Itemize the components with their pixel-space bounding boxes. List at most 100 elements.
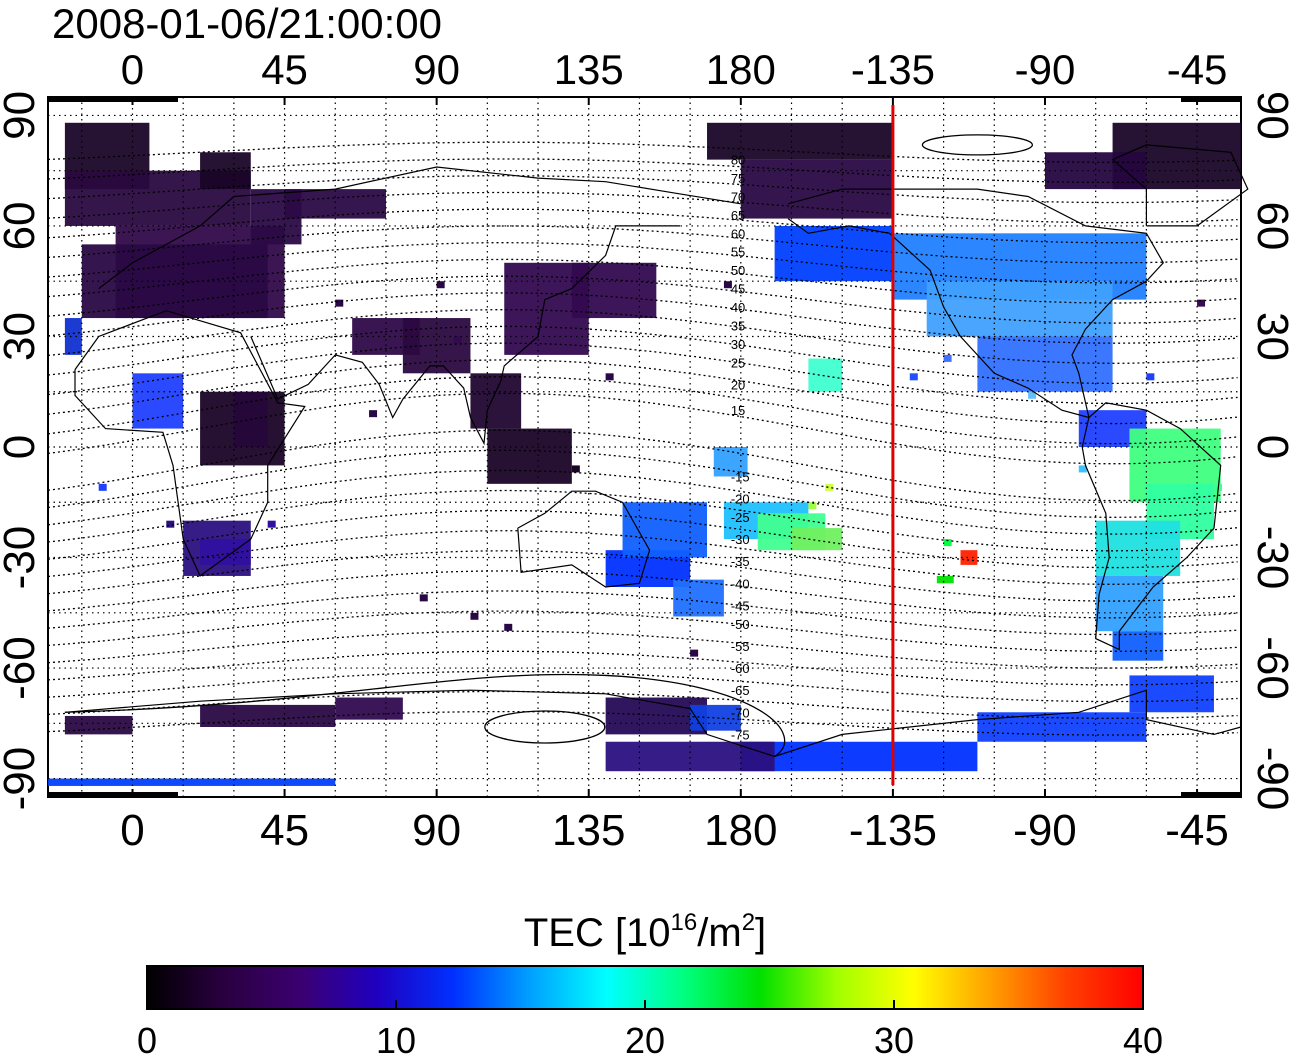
tec-pixel bbox=[943, 354, 952, 362]
contour-label: 30 bbox=[731, 337, 745, 352]
contour-label: 75 bbox=[731, 171, 745, 186]
mlat-contour bbox=[47, 258, 1238, 304]
contour-label: -20 bbox=[731, 492, 750, 507]
south-pole-oval bbox=[484, 710, 606, 744]
tec-pixel bbox=[605, 373, 614, 381]
tec-patch bbox=[1112, 631, 1164, 661]
north-pole-oval bbox=[921, 134, 1034, 156]
tec-pixel bbox=[909, 373, 918, 381]
colorbar: TEC [1016/m2] 0 10 20 30 40 bbox=[137, 909, 1163, 1057]
tec-patch bbox=[936, 575, 954, 584]
top-lon-tick-label: -90 bbox=[1015, 46, 1076, 93]
left-lat-tick-label: -30 bbox=[0, 526, 44, 590]
tec-pixel bbox=[98, 483, 107, 491]
mlat-contour bbox=[47, 489, 1238, 552]
colorbar-tick-label: 10 bbox=[376, 1020, 416, 1057]
tec-pixel bbox=[453, 336, 462, 344]
contour-label: 45 bbox=[731, 282, 745, 297]
frame-tick-bar bbox=[48, 792, 178, 797]
contour-labels: 80 75 70 65 60 55 50 45 40 35 30 25 20 15 -15 -20 -25 -30… bbox=[731, 153, 750, 743]
left-lat-tick-label: -60 bbox=[0, 636, 44, 700]
magnetic-latitude-contours bbox=[47, 134, 1238, 758]
colorbar-title: TEC [1016/m2] bbox=[524, 909, 766, 955]
contour-label: 40 bbox=[731, 300, 745, 315]
mlat-contour bbox=[47, 342, 1238, 405]
right-lat-tick-label: 0 bbox=[1248, 435, 1292, 459]
coastline bbox=[98, 166, 741, 290]
tec-patch bbox=[48, 778, 336, 786]
right-lat-tick-label: 30 bbox=[1248, 312, 1292, 361]
mlat-contour bbox=[47, 610, 1238, 652]
bottom-lon-tick-label: 180 bbox=[704, 806, 777, 855]
contour-label: -65 bbox=[731, 683, 750, 698]
timestamp-title: 2008-01-06/21:00:00 bbox=[52, 0, 442, 47]
tec-patch bbox=[713, 447, 748, 477]
colorbar-tick-label: 40 bbox=[1123, 1020, 1163, 1057]
left-lat-tick-label: 30 bbox=[0, 312, 44, 361]
tec-pixel bbox=[335, 299, 344, 307]
tec-pixel bbox=[1078, 465, 1087, 473]
contour-label: 20 bbox=[731, 377, 745, 392]
bottom-longitude-ticks: 0 45 90 135 180 -135 -90 -45 bbox=[120, 806, 1229, 855]
contour-label: -40 bbox=[731, 576, 750, 591]
tec-pixel bbox=[825, 483, 834, 491]
frame-tick-bar bbox=[48, 97, 178, 102]
tec-patch bbox=[571, 262, 657, 319]
mlat-contour bbox=[47, 141, 1238, 163]
tec-patch bbox=[487, 428, 572, 484]
coastline bbox=[250, 225, 680, 446]
tec-patch bbox=[707, 122, 893, 160]
frame-tick-bars bbox=[48, 97, 1241, 797]
mlat-contour bbox=[47, 509, 1238, 569]
bottom-lon-tick-label: -90 bbox=[1013, 806, 1077, 855]
tec-pixel bbox=[419, 594, 428, 602]
bottom-lon-tick-label: 0 bbox=[120, 806, 144, 855]
map-panel: 80 75 70 65 60 55 50 45 40 35 30 25 20 15 -15 -20 -25 -30… bbox=[47, 96, 1249, 798]
tec-patch bbox=[335, 697, 403, 720]
colorbar-ticks: 0 10 20 30 40 bbox=[137, 1000, 1163, 1057]
top-lon-tick-label: -45 bbox=[1167, 46, 1228, 93]
top-lon-tick-label: 45 bbox=[261, 46, 308, 93]
right-lat-tick-label: -90 bbox=[1248, 747, 1292, 811]
coastline bbox=[1081, 402, 1222, 651]
tec-patch bbox=[284, 189, 386, 219]
coastline bbox=[517, 490, 651, 588]
contour-label: -45 bbox=[731, 598, 750, 613]
mlat-contour bbox=[47, 376, 1238, 445]
contour-label: -70 bbox=[731, 705, 750, 720]
tec-patch bbox=[673, 579, 724, 617]
tec-patch bbox=[200, 704, 336, 727]
mlat-contour bbox=[47, 650, 1238, 686]
tec-patch bbox=[64, 715, 133, 735]
mlat-contour bbox=[47, 225, 1238, 264]
mlat-contour bbox=[47, 670, 1238, 703]
bottom-lon-tick-label: -45 bbox=[1165, 806, 1229, 855]
contour-label: -30 bbox=[731, 532, 750, 547]
tec-patch bbox=[1095, 575, 1164, 632]
left-lat-tick-label: 60 bbox=[0, 201, 44, 250]
contour-label: -60 bbox=[731, 661, 750, 676]
tec-patch bbox=[740, 741, 978, 772]
contour-label: 55 bbox=[731, 245, 745, 260]
contour-label: 65 bbox=[731, 208, 745, 223]
frame-tick-bar bbox=[1181, 792, 1241, 797]
contour-label: -15 bbox=[731, 469, 750, 484]
contour-label: -55 bbox=[731, 639, 750, 654]
mlat-contour bbox=[47, 242, 1238, 284]
tec-pixel bbox=[690, 649, 699, 657]
colorbar-tick-label: 20 bbox=[625, 1020, 665, 1057]
mlat-contour bbox=[47, 191, 1238, 224]
tec-patch bbox=[960, 550, 978, 565]
mlat-contour bbox=[47, 158, 1238, 184]
mlat-contour bbox=[47, 590, 1238, 636]
tec-pixel bbox=[470, 612, 479, 620]
tec-pixel bbox=[943, 539, 952, 547]
contour-label: -35 bbox=[731, 554, 750, 569]
top-lon-tick-label: 90 bbox=[413, 46, 460, 93]
coastline bbox=[787, 188, 1165, 419]
right-lat-tick-label: -30 bbox=[1248, 526, 1292, 590]
mlat-contour bbox=[47, 550, 1238, 602]
contour-label: 50 bbox=[731, 263, 745, 278]
top-lon-tick-label: 135 bbox=[554, 46, 624, 93]
